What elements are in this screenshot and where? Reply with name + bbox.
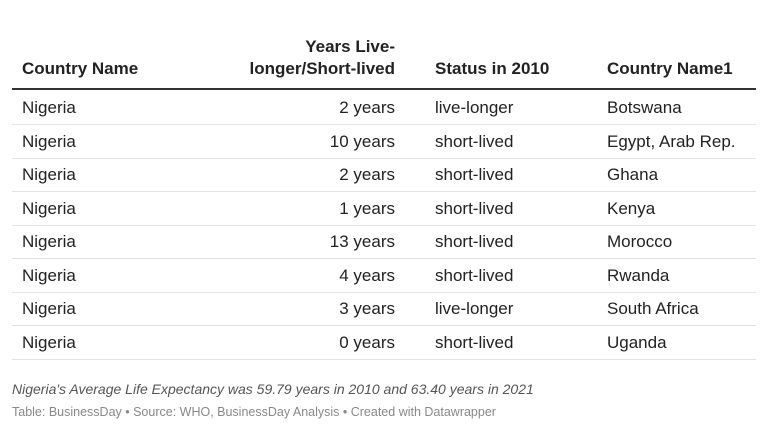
table-cell: Morocco	[607, 232, 673, 251]
table-cell: short-lived	[435, 232, 514, 251]
table-row: Nigeria 2 years short-lived Ghana	[12, 158, 756, 192]
table-row: Nigeria 1 years short-lived Kenya	[12, 192, 756, 226]
table-cell: short-lived	[435, 165, 514, 184]
table-cell: short-lived	[435, 198, 514, 218]
table-cell: Nigeria	[22, 299, 76, 318]
table-cell: 1 years	[339, 198, 395, 218]
table-row: Nigeria 10 years short-lived Egypt, Arab Re…	[12, 125, 756, 159]
table-cell: 4 years	[339, 265, 395, 285]
table-cell: Nigeria	[22, 131, 76, 151]
table-cell: Nigeria	[22, 198, 76, 218]
table-cell: Botswana	[607, 98, 682, 117]
table-cell: Nigeria	[22, 332, 76, 352]
table-cell: Kenya	[607, 198, 656, 218]
table-cell: 10 years	[329, 131, 395, 151]
table-cell: short-lived	[435, 332, 514, 352]
note: Nigeria's Average Life Expectancy was 59…	[12, 381, 534, 397]
table-cell: live-longer	[435, 299, 514, 318]
table-cell: Egypt, Arab Rep.	[607, 131, 736, 151]
table-cell: Nigeria	[22, 265, 76, 285]
table-cell: 3 years	[339, 299, 395, 318]
column-header: Country Name1	[607, 59, 733, 78]
table-row: Nigeria 4 years short-lived Rwanda	[12, 259, 756, 293]
column-header: Country Name	[22, 59, 139, 78]
table-cell: Rwanda	[607, 265, 670, 285]
table-row: Nigeria 3 years live-longer South Africa	[12, 292, 756, 326]
table-cell: South Africa	[607, 299, 699, 318]
table-cell: short-lived	[435, 265, 514, 285]
table-cell: 13 years	[329, 232, 395, 251]
column-header: Status in 2010	[435, 59, 550, 78]
table-cell: Ghana	[607, 165, 659, 184]
footer: Table: BusinessDay • Source: WHO, Busine…	[12, 405, 496, 419]
table-row: Nigeria 0 years short-lived Uganda	[12, 326, 756, 360]
table-cell: live-longer	[435, 98, 514, 117]
table-cell: Uganda	[607, 332, 667, 352]
table-cell: 0 years	[339, 332, 395, 352]
table-cell: Nigeria	[22, 165, 76, 184]
table-cell: Nigeria	[22, 232, 76, 251]
header-rule	[12, 88, 756, 90]
table-row: Nigeria 2 years live-longer Botswana	[12, 91, 756, 125]
table-row: Nigeria 13 years short-lived Morocco	[12, 225, 756, 259]
column-header: Years Live-longer/Short-lived	[249, 37, 395, 78]
table-cell: Nigeria	[22, 98, 76, 117]
table-cell: 2 years	[339, 98, 395, 117]
table-cell: 2 years	[339, 165, 395, 184]
table-cell: short-lived	[435, 131, 514, 151]
